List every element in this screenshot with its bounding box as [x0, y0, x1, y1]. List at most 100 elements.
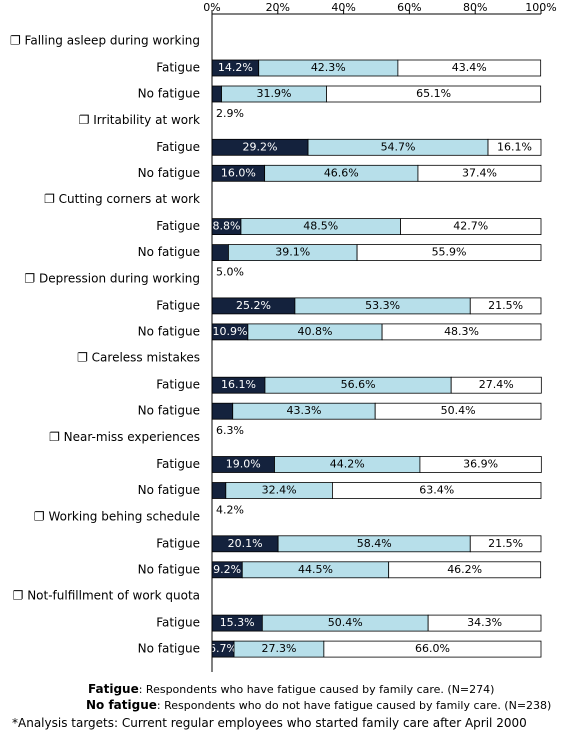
footnote-no-fatigue-text: : Respondents who do not have fatigue ca…: [156, 699, 552, 712]
data-label: 54.7%: [381, 140, 416, 153]
data-label: 14.2%: [218, 61, 253, 74]
group-title: ❐ Cutting corners at work: [44, 192, 200, 206]
data-label: 66.0%: [415, 642, 450, 655]
row-label: Fatigue: [156, 378, 200, 392]
data-label: 42.7%: [453, 220, 488, 233]
data-label: 37.4%: [462, 166, 497, 179]
data-label: 4.2%: [216, 504, 244, 517]
data-label: 29.2%: [243, 140, 278, 153]
footnote-fatigue-text: : Respondents who have fatigue caused by…: [138, 683, 495, 696]
group-title: ❐ Irritability at work: [79, 113, 200, 127]
x-axis-tick-label: 100%: [525, 1, 556, 14]
bar-segment: [397, 59, 542, 77]
data-label: 19.0%: [226, 458, 261, 471]
bar-segment: [417, 164, 542, 182]
data-label: 40.8%: [298, 325, 333, 338]
data-label: 42.3%: [311, 61, 346, 74]
row-label: Fatigue: [156, 219, 200, 233]
row-label: No fatigue: [138, 562, 200, 576]
data-label: 31.9%: [257, 87, 292, 100]
row-label: Fatigue: [156, 457, 200, 471]
data-label: 63.4%: [419, 484, 454, 497]
data-label: 6.3%: [216, 424, 244, 437]
group-title: ❐ Not-fulfillment of work quota: [13, 589, 200, 603]
data-label: 8.8%: [212, 220, 240, 233]
data-label: 10.9%: [212, 325, 247, 338]
data-label: 58.4%: [357, 537, 392, 550]
data-label: 25.2%: [236, 299, 271, 312]
x-axis-tick-label: 60%: [397, 1, 421, 14]
data-label: 21.5%: [488, 299, 523, 312]
row-label: No fatigue: [138, 642, 200, 656]
bar-segment: [356, 244, 542, 262]
row-label: Fatigue: [156, 140, 200, 154]
data-label: 55.9%: [432, 246, 467, 259]
bar-segment: [469, 297, 542, 315]
bar-segment: [381, 323, 542, 341]
footnote-fatigue: Fatigue: Respondents who have fatigue ca…: [88, 682, 494, 696]
bar-segment: [388, 561, 542, 579]
bar-segment: [469, 535, 542, 553]
data-label: 27.3%: [261, 642, 296, 655]
data-label: 48.3%: [444, 325, 479, 338]
group-title: ❐ Working behing schedule: [34, 509, 200, 523]
data-label: 36.9%: [463, 458, 498, 471]
data-label: 46.6%: [324, 166, 359, 179]
data-label: 32.4%: [262, 484, 297, 497]
row-label: Fatigue: [156, 61, 200, 75]
bar-segment: [323, 640, 542, 658]
row-label: No fatigue: [138, 404, 200, 418]
data-label: 44.2%: [330, 458, 365, 471]
row-label: No fatigue: [138, 87, 200, 101]
stacked-bar-chart: 0% 20% 40% 60% 80% 100% ❐ Falling asleep durin…: [10, 1, 557, 672]
x-axis-tick-label: 80%: [463, 1, 487, 14]
data-label: 46.2%: [447, 563, 482, 576]
bar-segment: [419, 456, 542, 473]
row-label: No fatigue: [138, 245, 200, 259]
bar-segment: [211, 85, 222, 103]
data-label: 2.9%: [216, 107, 244, 120]
row-label: Fatigue: [156, 536, 200, 550]
footnote-analysis-targets: *Analysis targets: Current regular emplo…: [12, 716, 527, 730]
data-label: 48.5%: [303, 220, 338, 233]
data-label: 34.3%: [467, 616, 502, 629]
group-title: ❐ Careless mistakes: [77, 351, 200, 365]
data-label: 9.2%: [213, 563, 241, 576]
bar-segment: [326, 85, 542, 103]
bar-segment: [487, 138, 542, 156]
data-label: 53.3%: [365, 299, 400, 312]
data-label: 15.3%: [220, 616, 255, 629]
bar-segment: [211, 402, 234, 420]
data-label: 65.1%: [416, 87, 451, 100]
data-label: 5.0%: [216, 266, 244, 279]
bar-segment: [427, 614, 542, 632]
group-title: ❐ Falling asleep during working: [10, 34, 200, 48]
x-axis-tick-label: 20%: [266, 1, 290, 14]
bar-segment: [400, 218, 542, 236]
data-label: 16.1%: [497, 140, 532, 153]
footnote-fatigue-term: Fatigue: [88, 682, 139, 696]
bar-segment: [450, 376, 542, 394]
data-label: 27.4%: [479, 378, 514, 391]
data-label: 56.6%: [341, 378, 376, 391]
row-label: Fatigue: [156, 298, 200, 312]
data-label: 20.1%: [228, 537, 263, 550]
row-label: Fatigue: [156, 616, 200, 630]
bar-segment: [211, 482, 227, 499]
data-label: 21.5%: [488, 537, 523, 550]
bar-segment: [374, 402, 542, 420]
data-label: 43.4%: [452, 61, 487, 74]
bar-segment: [332, 482, 542, 499]
bar-segment: [211, 244, 229, 262]
row-label: No fatigue: [138, 324, 200, 338]
data-label: 16.1%: [221, 378, 256, 391]
group-title: ❐ Depression during working: [24, 271, 200, 285]
data-label: 43.3%: [286, 404, 321, 417]
group-title: ❐ Near-miss experiences: [49, 430, 200, 444]
row-label: No fatigue: [138, 166, 200, 180]
data-label: 50.4%: [328, 616, 363, 629]
data-label: 44.5%: [298, 563, 333, 576]
data-label: 6.7%: [209, 642, 237, 655]
data-label: 39.1%: [275, 246, 310, 259]
x-axis-tick-label: 0%: [203, 1, 220, 14]
